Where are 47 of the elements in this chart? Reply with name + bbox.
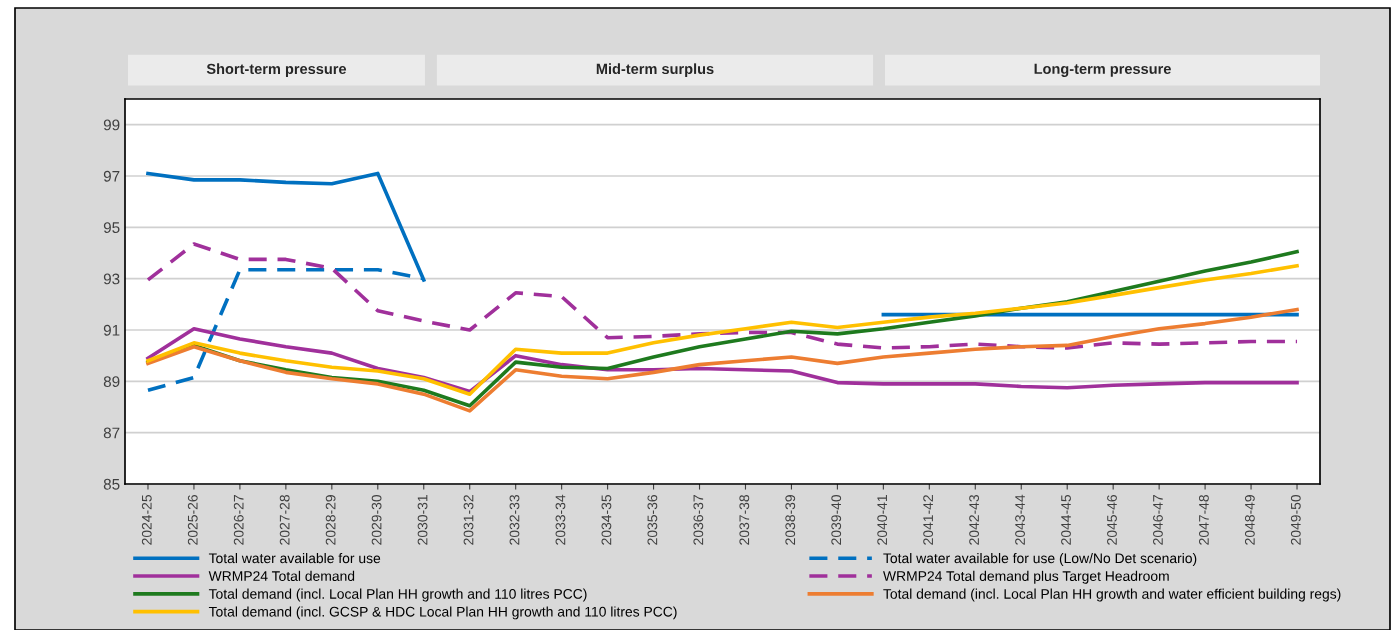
- text: Mid-term surplus: [596, 63, 714, 77]
- x-tick-label: 2034-35: [601, 494, 612, 545]
- x-tick-label: 2033-34: [555, 494, 566, 545]
- legend-label: WRMP24 Total demand: [208, 570, 355, 582]
- y-tick-label: 99: [103, 119, 120, 131]
- x-tick-label: 2036-37: [693, 495, 704, 545]
- line-series: [146, 242, 1299, 350]
- x-tick-label: 2044-45: [1061, 494, 1071, 545]
- y-tick-label: 91: [103, 324, 120, 336]
- x-tick-label: 2046-47: [1153, 495, 1163, 545]
- x-tick-label: 2035-36: [647, 495, 658, 545]
- y-tick-label: 89: [103, 376, 120, 388]
- x-tick-label: 2045-46: [1107, 495, 1117, 545]
- x-tick-label: 2030-31: [417, 495, 428, 545]
- legend-label: Total water available for use (Low/No Det scenario): [883, 553, 1197, 566]
- legend-label: Total demand (incl. GCSP & HDC Local Plan HH growth and 110 litres PCC): [208, 606, 677, 620]
- x-tick-label: 2028-29: [325, 495, 336, 545]
- text: Short-term pressure: [206, 63, 347, 77]
- x-tick-label: 2042-43: [969, 495, 980, 545]
- line-series: [146, 264, 1299, 396]
- x-tick-label: 2037-38: [739, 495, 750, 545]
- x-tick-label: 2040-41: [877, 495, 888, 545]
- x-tick-label: 2039-40: [831, 494, 842, 545]
- x-tick-label: 2032-33: [509, 495, 520, 545]
- x-tick-label: 2041-42: [923, 495, 934, 545]
- x-tick-label: 2038-39: [785, 495, 796, 545]
- x-tick-label: 2031-32: [463, 495, 474, 545]
- legend-label: Total demand (incl. Local Plan HH growth and water efficient building regs): [883, 588, 1341, 602]
- text: Long-term pressure: [1034, 63, 1171, 77]
- x-tick-label: 2047-48: [1198, 495, 1209, 545]
- y-tick-label: 93: [103, 273, 120, 285]
- legend-label: Total demand (incl. Local Plan HH growth and 110 litres PCC): [208, 588, 587, 602]
- x-tick-label: 2025-26: [187, 495, 198, 545]
- x-tick-label: 2027-28: [279, 495, 290, 545]
- x-tick-label: 2043-44: [1015, 494, 1025, 545]
- legend-label: WRMP24 Total demand plus Target Headroom: [883, 570, 1169, 584]
- line-series: [146, 307, 1299, 413]
- x-tick-label: 2048-49: [1244, 495, 1255, 545]
- y-tick-label: 85: [103, 478, 120, 490]
- x-tick-label: 2024-25: [141, 494, 152, 545]
- x-tick-label: 2049-50: [1290, 494, 1301, 545]
- y-tick-label: 87: [103, 427, 120, 439]
- y-tick-label: 97: [103, 170, 120, 182]
- legend-label: Total water available for use: [208, 553, 381, 564]
- x-tick-label: 2029-30: [371, 494, 382, 545]
- y-tick-label: 95: [103, 222, 120, 234]
- x-tick-label: 2026-27: [233, 495, 244, 545]
